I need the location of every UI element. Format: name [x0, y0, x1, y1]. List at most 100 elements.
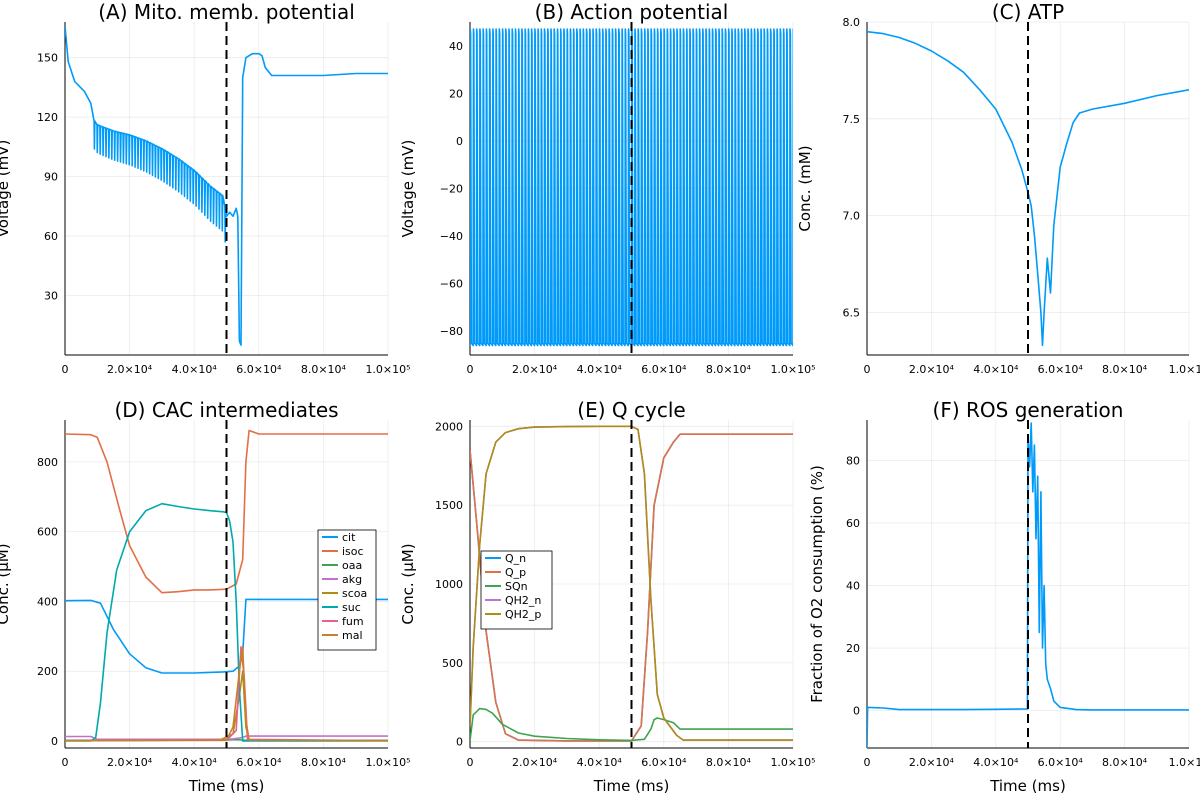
panel-e: 0 2.0×10⁴ 4.0×10⁴ 6.0×10⁴ 8.0×10⁴ 1.0×10⁵ 0 500… — [399, 398, 816, 795]
x-tick-label: 6.0×10⁴ — [1038, 756, 1084, 769]
x-tick-label: 1.0×10⁵ — [365, 756, 410, 769]
panel-c: 0 2.0×10⁴ 4.0×10⁴ 6.0×10⁴ 8.0×10⁴ 1.0×10 6.5 7.… — [796, 0, 1200, 376]
legend-label: Q_p — [505, 566, 526, 579]
legend-label: QH2_n — [505, 594, 541, 607]
x-tick-label: 2.0×10⁴ — [909, 756, 955, 769]
y-axis-label: Fraction of O2 consumption (%) — [808, 465, 826, 703]
x-tick-label: 8.0×10⁴ — [1102, 363, 1148, 376]
series-line-main — [65, 25, 388, 346]
panel-title: (F) ROS generation — [933, 398, 1124, 422]
y-axis-label: Voltage (mV) — [0, 140, 12, 238]
plot-area — [65, 429, 388, 742]
y-tick-label: −20 — [440, 183, 463, 196]
x-tick-label: 4.0×10⁴ — [577, 363, 623, 376]
y-tick-label: 0 — [51, 735, 58, 748]
legend-label: isoc — [342, 545, 364, 558]
y-tick-label: −80 — [440, 325, 463, 338]
x-tick-label: 2.0×10⁴ — [107, 363, 153, 376]
panel-title: (B) Action potential — [535, 0, 729, 24]
y-tick-label: 400 — [37, 595, 58, 608]
x-tick-label: 4.0×10⁴ — [172, 756, 218, 769]
y-tick-label: 20 — [449, 87, 463, 100]
y-tick-label: 60 — [846, 517, 860, 530]
y-tick-label: 7.0 — [843, 210, 861, 223]
x-tick-label: 4.0×10⁴ — [973, 756, 1019, 769]
series-line-isoc — [65, 429, 388, 594]
series-line-suc — [65, 502, 388, 742]
x-tick-label: 8.0×10⁴ — [1102, 756, 1148, 769]
x-tick-label: 0 — [62, 756, 69, 769]
x-tick-label: 0 — [864, 756, 871, 769]
legend-label: QH2_p — [505, 608, 541, 621]
x-tick-label: 6.0×10⁴ — [641, 363, 687, 376]
legend-label: scoa — [342, 587, 367, 600]
y-tick-label: 120 — [37, 111, 58, 124]
y-axis-label: Voltage (mV) — [399, 140, 417, 238]
plot-area — [65, 25, 388, 346]
x-tick-label: 2.0×10⁴ — [107, 756, 153, 769]
y-tick-label: 500 — [442, 657, 463, 670]
y-tick-label: 150 — [37, 52, 58, 65]
y-tick-label: −60 — [440, 278, 463, 291]
y-tick-label: 60 — [44, 230, 58, 243]
panel-title: (D) CAC intermediates — [114, 398, 338, 422]
x-tick-label: 2.0×10⁴ — [512, 756, 558, 769]
y-axis-label: Conc. (mM) — [796, 145, 814, 231]
y-tick-label: 0 — [456, 135, 463, 148]
legend-box — [480, 550, 553, 630]
plot-area — [470, 425, 793, 742]
y-tick-label: 1000 — [435, 578, 463, 591]
x-tick-label: 0 — [467, 363, 474, 376]
y-tick-label: 800 — [37, 456, 58, 469]
x-tick-label: 4.0×10⁴ — [172, 363, 218, 376]
y-tick-label: 90 — [44, 171, 58, 184]
y-tick-label: 20 — [846, 642, 860, 655]
series-line-cit — [65, 598, 388, 674]
y-tick-label: 1500 — [435, 499, 463, 512]
y-axis-label: Conc. (μM) — [399, 543, 417, 624]
x-tick-label: 6.0×10⁴ — [236, 363, 282, 376]
y-axis-label: Conc. (μM) — [0, 543, 12, 624]
x-tick-label: 4.0×10⁴ — [973, 363, 1019, 376]
plot-area — [867, 422, 1189, 748]
x-tick-label: 1.0×10⁵ — [365, 363, 410, 376]
x-tick-label: 8.0×10⁴ — [706, 363, 752, 376]
x-tick-label: 2.0×10⁴ — [909, 363, 955, 376]
legend-label: cit — [342, 531, 356, 544]
plot-area — [470, 28, 793, 347]
x-tick-label: 1.0×10⁵ — [770, 756, 815, 769]
legend-label: fum — [342, 615, 364, 628]
series-line-mal — [65, 646, 388, 742]
x-tick-label: 0 — [467, 756, 474, 769]
plot-area — [867, 30, 1189, 347]
series-line-main — [470, 28, 793, 347]
series-line-QH2_p — [470, 425, 793, 741]
y-tick-label: 7.5 — [843, 113, 861, 126]
legend-label: mal — [342, 629, 363, 642]
series-line-SQn — [470, 707, 793, 742]
x-tick-label: 4.0×10⁴ — [577, 756, 623, 769]
y-tick-label: 8.0 — [843, 16, 861, 29]
y-tick-label: 2000 — [435, 420, 463, 433]
y-tick-label: 0 — [456, 736, 463, 749]
x-tick-label: 8.0×10⁴ — [706, 756, 752, 769]
panel-b: 0 2.0×10⁴ 4.0×10⁴ 6.0×10⁴ 8.0×10⁴ 1.0×10⁵ −80 −… — [399, 0, 816, 376]
legend-label: suc — [342, 601, 361, 614]
legend-label: oaa — [342, 559, 362, 572]
panel-title: (A) Mito. memb. potential — [98, 0, 355, 24]
x-tick-label: 0 — [62, 363, 69, 376]
y-tick-label: 200 — [37, 665, 58, 678]
panel-d: 0 2.0×10⁴ 4.0×10⁴ 6.0×10⁴ 8.0×10⁴ 1.0×10⁵ 0 200… — [0, 398, 411, 795]
legend-label: Q_n — [505, 552, 526, 565]
y-tick-label: 40 — [846, 580, 860, 593]
panel-a: 0 2.0×10⁴ 4.0×10⁴ 6.0×10⁴ 8.0×10⁴ 1.0×10⁵ 30 60… — [0, 0, 411, 376]
x-tick-label: 0 — [864, 363, 871, 376]
x-tick-label: 1.0×10 — [1169, 363, 1200, 376]
x-tick-label: 1.0×10 — [1169, 756, 1200, 769]
series-line-main — [867, 30, 1189, 347]
legend-label: akg — [342, 573, 362, 586]
y-tick-label: 0 — [853, 705, 860, 718]
